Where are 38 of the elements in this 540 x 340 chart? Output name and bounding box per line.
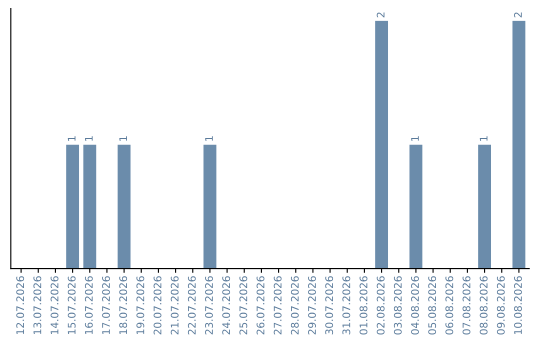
x-tick-label: 22.07.2026 — [188, 276, 196, 334]
x-tick-label: 21.07.2026 — [170, 276, 179, 334]
x-tick-label: 10.08.2026 — [514, 276, 522, 334]
data-label: 1 — [205, 136, 213, 141]
data-label: 1 — [411, 136, 419, 141]
x-tick-label: 25.07.2026 — [239, 276, 248, 334]
x-tick-label: 23.07.2026 — [205, 276, 213, 334]
x-tick-label: 19.07.2026 — [136, 276, 144, 334]
x-tick-label: 05.08.2026 — [428, 276, 436, 334]
x-tick-label: 03.08.2026 — [394, 276, 402, 334]
x-tick-label: 04.08.2026 — [411, 276, 419, 334]
x-tick-label: 28.07.2026 — [290, 276, 299, 334]
data-label: 1 — [85, 136, 93, 141]
x-tick-label: 14.07.2026 — [50, 276, 58, 334]
x-tick-label: 30.07.2026 — [325, 276, 334, 334]
x-tick-label: 18.07.2026 — [119, 276, 128, 334]
x-tick-label: 12.07.2026 — [16, 276, 24, 334]
x-tick-label: 24.07.2026 — [222, 276, 230, 334]
x-tick-label: 16.07.2026 — [84, 276, 93, 334]
x-tick-label: 31.07.2026 — [342, 276, 350, 334]
x-tick-label: 27.07.2026 — [274, 276, 282, 334]
x-tick-label: 08.08.2026 — [480, 276, 488, 334]
x-tick-label: 01.08.2026 — [360, 276, 368, 334]
x-tick-label: 15.07.2026 — [68, 276, 76, 334]
x-tick-label: 26.07.2026 — [256, 276, 264, 334]
x-tick-label: 06.08.2026 — [445, 276, 454, 334]
x-tick-label: 20.07.2026 — [154, 276, 162, 334]
x-tick-label: 13.07.2026 — [33, 276, 42, 334]
data-label: 1 — [119, 136, 127, 141]
data-label: 2 — [376, 12, 384, 18]
data-label: 2 — [514, 12, 522, 18]
data-label: 1 — [68, 136, 76, 141]
x-tick-label: 29.07.2026 — [308, 276, 316, 334]
x-tick-label: 07.08.2026 — [462, 276, 470, 334]
x-tick-label: 09.08.2026 — [496, 276, 505, 334]
x-tick-label: 02.08.2026 — [376, 276, 385, 334]
x-tick-label: 17.07.2026 — [102, 276, 110, 334]
data-label: 1 — [480, 136, 488, 141]
